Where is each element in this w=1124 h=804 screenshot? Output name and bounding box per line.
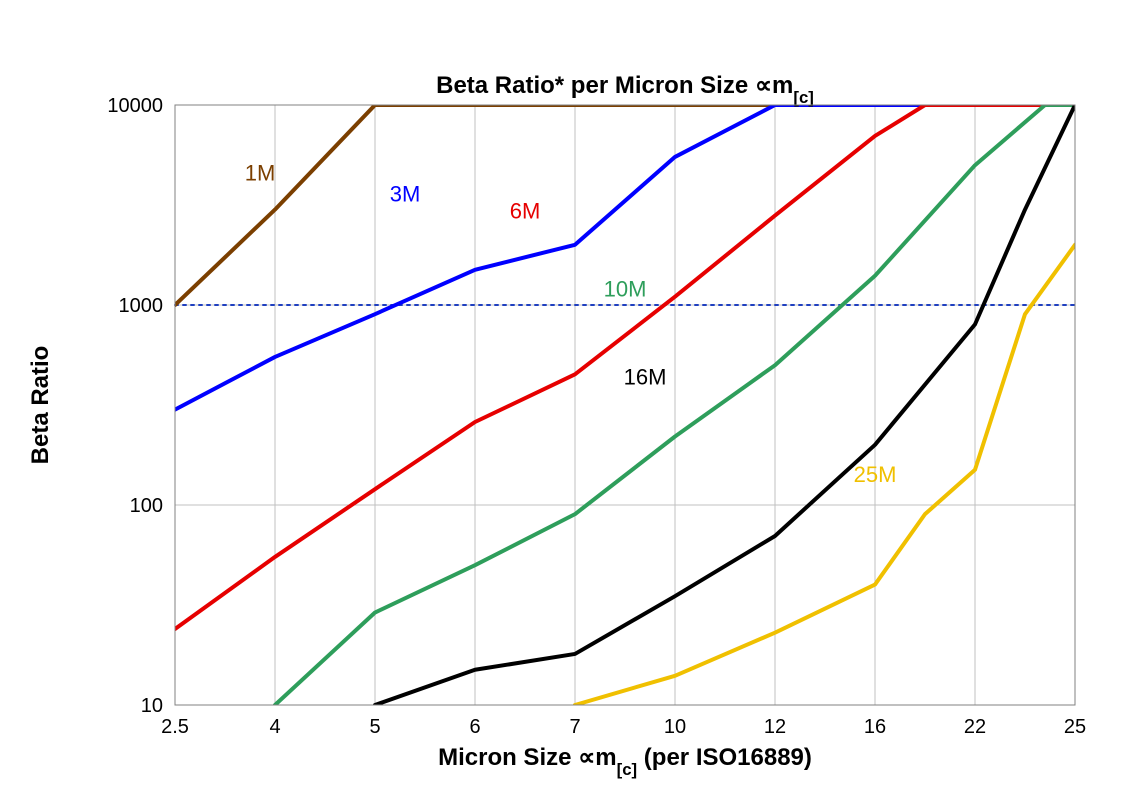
x-tick-label: 16 (864, 716, 886, 738)
x-tick-label: 10 (664, 716, 686, 738)
y-tick-label: 10 (141, 695, 163, 717)
y-tick-label: 10000 (107, 95, 163, 117)
x-tick-label: 6 (469, 716, 480, 738)
chart-title: Beta Ratio* per Micron Size ∝m[c] (436, 72, 814, 107)
series-label-6m: 6M (510, 199, 541, 224)
chart-container: 2.5 4 5 6 7 10 12 16 22 25 10 100 1000 10000 1M 3M 6M 10M… (0, 0, 1124, 804)
x-tick-label: 25 (1064, 716, 1086, 738)
series-label-1m: 1M (245, 160, 276, 185)
series-label-25m: 25M (854, 462, 897, 487)
x-tick-label: 22 (964, 716, 986, 738)
x-tick-label: 4 (269, 716, 280, 738)
x-axis-label: Micron Size ∝m[c] (per ISO16889) (438, 744, 812, 779)
chart-svg: 2.5 4 5 6 7 10 12 16 22 25 10 100 1000 10000 1M 3M 6M 10M… (0, 0, 1124, 804)
x-tick-label: 2.5 (161, 716, 189, 738)
y-tick-label: 1000 (119, 295, 164, 317)
y-tick-label: 100 (130, 495, 163, 517)
series-label-16m: 16M (624, 365, 667, 390)
y-axis-label: Beta Ratio (27, 346, 54, 465)
series-label-3m: 3M (390, 181, 421, 206)
x-tick-label: 5 (369, 716, 380, 738)
x-tick-label: 7 (569, 716, 580, 738)
plot-area (175, 105, 1075, 705)
series-label-10m: 10M (604, 277, 647, 302)
x-tick-label: 12 (764, 716, 786, 738)
